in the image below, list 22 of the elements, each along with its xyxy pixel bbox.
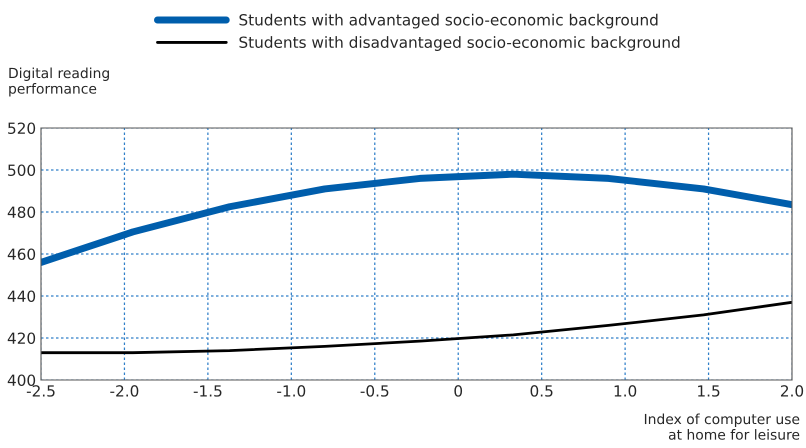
x-tick-label: -0.5 — [360, 385, 388, 397]
y-tick-label: 480 — [8, 206, 36, 218]
y-axis-title: Digital reading performance — [9, 68, 109, 96]
x-tick-label: -2.5 — [26, 385, 55, 397]
y-tick-label: 520 — [8, 122, 36, 134]
line-series — [41, 300, 792, 354]
y-tick-label: 440 — [8, 290, 36, 302]
x-tick-label: -1.5 — [194, 385, 222, 397]
y-tick-label: 420 — [8, 332, 36, 344]
y-tick-label: 500 — [8, 164, 36, 176]
x-axis-title: Index of computer use at home for leisure — [644, 414, 800, 440]
legend-label: Students with disadvantaged socio-economic background — [239, 36, 680, 51]
x-tick-label: -2.0 — [110, 385, 138, 397]
x-tick-label: 0 — [454, 385, 462, 397]
x-tick-label: 0.5 — [530, 385, 552, 397]
x-tick-label: 2.0 — [780, 385, 804, 397]
x-tick-label: 1.0 — [614, 385, 636, 397]
x-tick-label: 1.5 — [698, 385, 720, 397]
y-tick-label: 460 — [8, 248, 36, 260]
x-tick-label: -1.0 — [277, 385, 306, 397]
y-tick-label: 400 — [8, 374, 36, 386]
legend-label: Students with advantaged socio-economic background — [239, 14, 658, 29]
